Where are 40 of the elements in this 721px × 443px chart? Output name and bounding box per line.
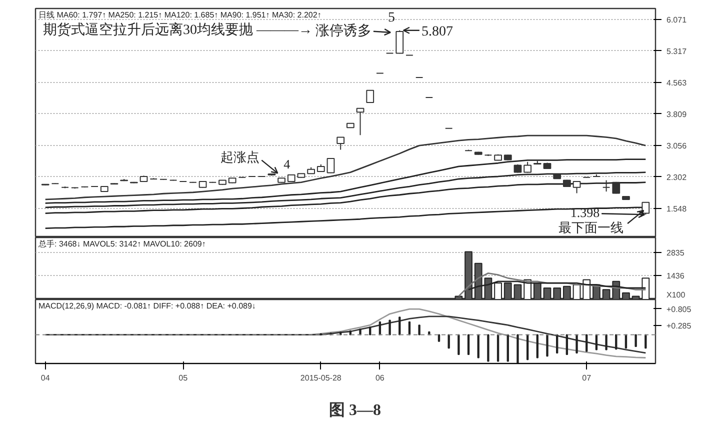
y-tick-label: 3.809 [666, 110, 688, 119]
candlestick [336, 136, 345, 150]
candlestick [524, 161, 532, 174]
caption: 图 3—8 [329, 401, 381, 421]
x-tick-label: 2015-05-28 [300, 374, 342, 382]
y-tick-label: 2835 [666, 248, 685, 258]
y-tick-label: 1.548 [666, 204, 688, 214]
y-tick-label: 5.317 [666, 46, 688, 56]
y-tick-label: +0.805 [666, 304, 692, 314]
candlestick [356, 108, 364, 136]
y-tick-label: 3.056 [666, 141, 688, 150]
candlestick [326, 158, 335, 174]
annotation: 期货式逼空拉升后远离30均线要抛 ———→ [42, 22, 312, 38]
x-tick-label: 05 [178, 374, 188, 382]
annotation: 日线 MA60: 1.797↑ MA250: 1.215↑ MA120: 1.685↑ MA90: 1.951↑ MA30: 2.202↑ [38, 10, 322, 20]
annotation: 涨停诱多 [315, 22, 372, 39]
annotation: 总手: 3468↓ MAVOL5: 3142↑ MAVOL10: 2609↑ [38, 240, 206, 248]
line-series [44, 134, 646, 200]
x-tick-label: 04 [40, 374, 50, 382]
x-tick-label: 07 [582, 374, 592, 382]
candlestick [396, 30, 404, 54]
annotation: MACD(12,26,9) MACD: -0.081↑ DIFF: +0.088↑ DEA: +0.089↓ [38, 302, 256, 310]
y-tick-label: X100 [666, 290, 686, 300]
annotation: 5.807 [421, 24, 453, 40]
y-tick-label: 1436 [666, 271, 685, 280]
candlestick [602, 180, 610, 192]
candlestick [366, 90, 374, 104]
candlestick [642, 202, 650, 216]
y-tick-label: 4.563 [666, 78, 688, 88]
annotation: 5 [388, 10, 395, 26]
annotation: 起涨点 [220, 150, 260, 165]
annotation: 最下面一线 [558, 220, 624, 235]
y-tick-label: 2.302 [666, 172, 688, 182]
line-series [44, 316, 646, 354]
x-tick-label: 06 [375, 374, 385, 382]
y-tick-label: +0.285 [666, 322, 692, 331]
annotation: 4 [284, 156, 291, 172]
y-tick-label: 6.071 [666, 15, 688, 24]
line-series [44, 172, 646, 208]
candlestick [572, 180, 581, 194]
